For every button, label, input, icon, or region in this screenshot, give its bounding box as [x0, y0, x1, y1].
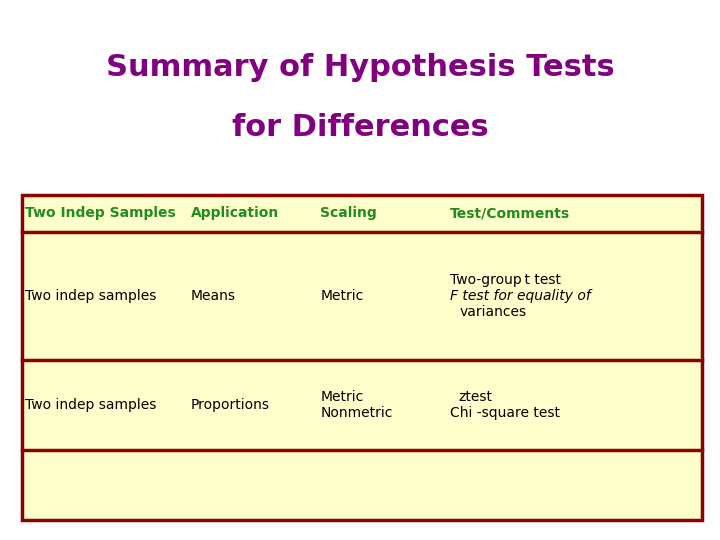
Text: Scaling: Scaling: [320, 206, 377, 220]
Text: F test for equality of: F test for equality of: [450, 289, 590, 303]
Text: Means: Means: [191, 289, 236, 303]
Text: ztest: ztest: [458, 390, 492, 404]
Text: Two indep samples: Two indep samples: [25, 289, 156, 303]
Text: Test/Comments: Test/Comments: [450, 206, 570, 220]
Text: for Differences: for Differences: [232, 113, 488, 143]
Text: Chi -square test: Chi -square test: [450, 406, 560, 420]
Text: Metric: Metric: [320, 390, 364, 404]
Text: Summary of Hypothesis Tests: Summary of Hypothesis Tests: [106, 53, 614, 83]
Text: variances: variances: [460, 305, 527, 319]
Text: Metric: Metric: [320, 289, 364, 303]
Text: Two-group t test: Two-group t test: [450, 273, 561, 287]
Text: Two indep samples: Two indep samples: [25, 398, 156, 412]
Bar: [22, 195, 702, 520]
Text: Nonmetric: Nonmetric: [320, 406, 393, 420]
Text: Application: Application: [191, 206, 279, 220]
Text: Proportions: Proportions: [191, 398, 270, 412]
Text: Two Indep Samples: Two Indep Samples: [25, 206, 176, 220]
